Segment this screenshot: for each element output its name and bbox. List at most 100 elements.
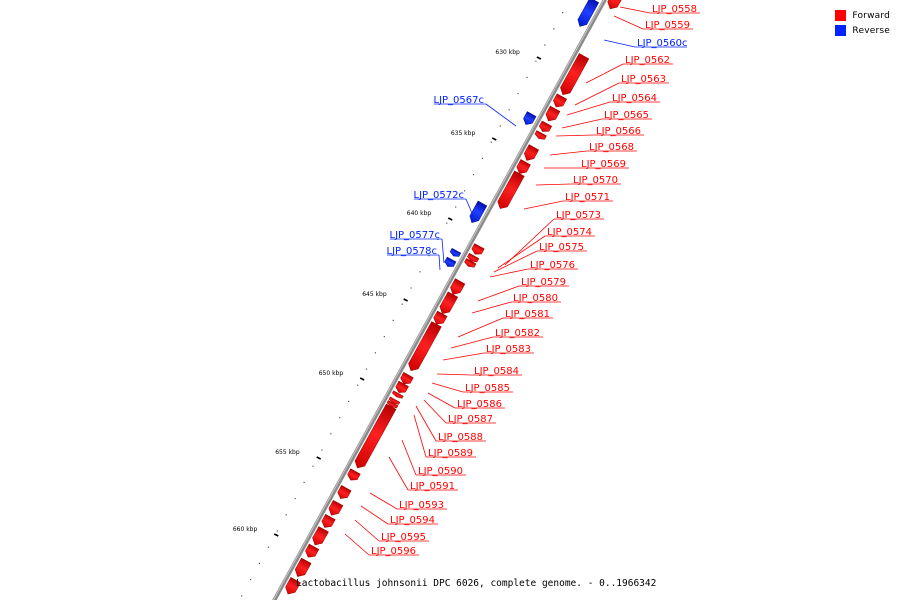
gene-label-forward[interactable]: LJP_0565 [604,110,649,121]
gene-forward-glyph[interactable] [515,159,531,177]
gene-label-reverse[interactable]: LJP_0567c [434,95,485,106]
leader-line [613,15,644,30]
minor-tick [481,157,484,159]
gene-label-forward[interactable]: LJP_0570 [573,175,618,186]
minor-tick [553,28,555,30]
gene-label-forward[interactable]: LJP_0591 [410,481,455,492]
gene-label-forward[interactable]: LJP_0571 [565,192,610,203]
gene-forward-glyph[interactable] [558,53,590,98]
gene-label-forward[interactable]: LJP_0558 [652,4,697,15]
tick-label: 660 kbp [233,526,258,533]
legend-label-forward: Forward [852,10,890,21]
gene-label-forward[interactable]: LJP_0590 [418,466,463,477]
gene-label-forward[interactable]: LJP_0595 [381,532,426,543]
gene-label-forward[interactable]: LJP_0580 [513,293,558,304]
gene-forward-glyph[interactable] [392,390,404,400]
gene-label-forward[interactable]: LJP_0566 [596,126,641,137]
leader-line [493,250,538,273]
gene-forward-glyph[interactable] [448,278,466,297]
gene-forward-glyph[interactable] [522,144,540,163]
gene-label-reverse[interactable]: LJP_0572c [414,190,465,201]
gene-label-forward[interactable]: LJP_0596 [371,546,416,557]
minor-tick [249,579,252,581]
gene-forward-glyph[interactable] [463,258,477,269]
gene-forward-glyph[interactable] [293,557,312,579]
gene-label-forward[interactable]: LJP_0589 [428,448,473,459]
gene-label-forward[interactable]: LJP_0587 [448,414,493,425]
gene-forward-glyph[interactable] [495,170,525,211]
gene-forward-glyph[interactable] [320,513,336,530]
gene-reverse-glyph[interactable] [575,0,600,29]
gene-label-forward[interactable]: LJP_0559 [645,20,690,31]
gene-forward-glyph[interactable] [310,526,329,548]
gene-forward-glyph[interactable] [470,243,485,257]
legend: Forward Reverse [835,8,890,38]
gene-label-forward[interactable]: LJP_0593 [399,500,444,511]
gene-forward-glyph[interactable] [534,130,547,142]
major-tick [447,217,453,221]
gene-forward-glyph[interactable] [346,468,361,483]
legend-item-reverse: Reverse [835,23,890,38]
leader-line [415,405,437,442]
leader-line [523,200,564,210]
gene-label-reverse[interactable]: LJP_0560c [637,38,688,49]
gene-label-forward[interactable]: LJP_0582 [495,328,540,339]
gene-label-forward[interactable]: LJP_0569 [581,159,626,170]
gene-forward-glyph[interactable] [538,120,553,134]
gene-forward-glyph[interactable] [437,291,459,317]
minor-tick [455,206,457,208]
gene-label-forward[interactable]: LJP_0594 [390,515,435,526]
leader-line [619,6,651,14]
minor-tick [312,465,314,467]
gene-label-forward[interactable]: LJP_0568 [589,142,634,153]
gene-forward-glyph[interactable] [399,372,414,386]
minor-tick [339,417,341,419]
gene-forward-glyph[interactable] [551,93,568,110]
leader-line [485,103,517,127]
gene-label-forward[interactable]: LJP_0584 [474,366,519,377]
gene-reverse-glyph[interactable] [521,111,537,127]
gene-label-forward[interactable]: LJP_0581 [505,309,550,320]
gene-forward-glyph[interactable] [466,252,480,264]
gene-forward-glyph[interactable] [544,105,561,124]
minor-tick [472,174,475,176]
forward-swatch-icon [835,10,847,21]
gene-reverse-glyph[interactable] [449,247,462,258]
gene-label-forward[interactable]: LJP_0562 [625,55,670,66]
gene-label-forward[interactable]: LJP_0575 [539,242,584,253]
gene-forward-glyph[interactable] [353,403,397,471]
gene-forward-glyph[interactable] [303,543,320,560]
leader-line [465,198,475,219]
gene-forward-glyph[interactable] [327,499,344,518]
minor-tick [330,433,332,435]
minor-tick [401,303,403,305]
gene-label-forward[interactable]: LJP_0588 [438,432,483,443]
gene-label-forward[interactable]: LJP_0573 [556,210,601,221]
gene-forward-glyph[interactable] [394,380,409,395]
gene-label-reverse[interactable]: LJP_0577c [390,230,441,241]
minor-tick [356,384,359,386]
gene-reverse-glyph[interactable] [443,256,457,269]
gene-forward-glyph[interactable] [605,0,624,12]
gene-label-forward[interactable]: LJP_0574 [547,227,592,238]
gene-label-forward[interactable]: LJP_0563 [621,74,666,85]
gene-forward-glyph[interactable] [386,400,399,409]
minor-tick [285,514,287,516]
gene-forward-glyph[interactable] [336,485,352,501]
gene-label-forward[interactable]: LJP_0585 [465,383,510,394]
gene-label-forward[interactable]: LJP_0583 [486,344,531,355]
gene-label-forward[interactable]: LJP_0576 [530,260,575,271]
gene-label-reverse[interactable]: LJP_0578c [387,246,438,257]
gene-forward-glyph[interactable] [406,321,442,374]
minor-tick [383,336,385,338]
major-tick [403,298,409,302]
gene-label-forward[interactable]: LJP_0579 [521,277,566,288]
minor-tick [499,125,501,127]
leader-line [603,39,636,48]
gene-forward-glyph[interactable] [432,310,448,327]
gene-forward-glyph[interactable] [388,396,401,406]
gene-label-forward[interactable]: LJP_0586 [457,399,502,410]
gene-forward-glyph[interactable] [283,577,301,596]
gene-label-forward[interactable]: LJP_0564 [612,93,657,104]
